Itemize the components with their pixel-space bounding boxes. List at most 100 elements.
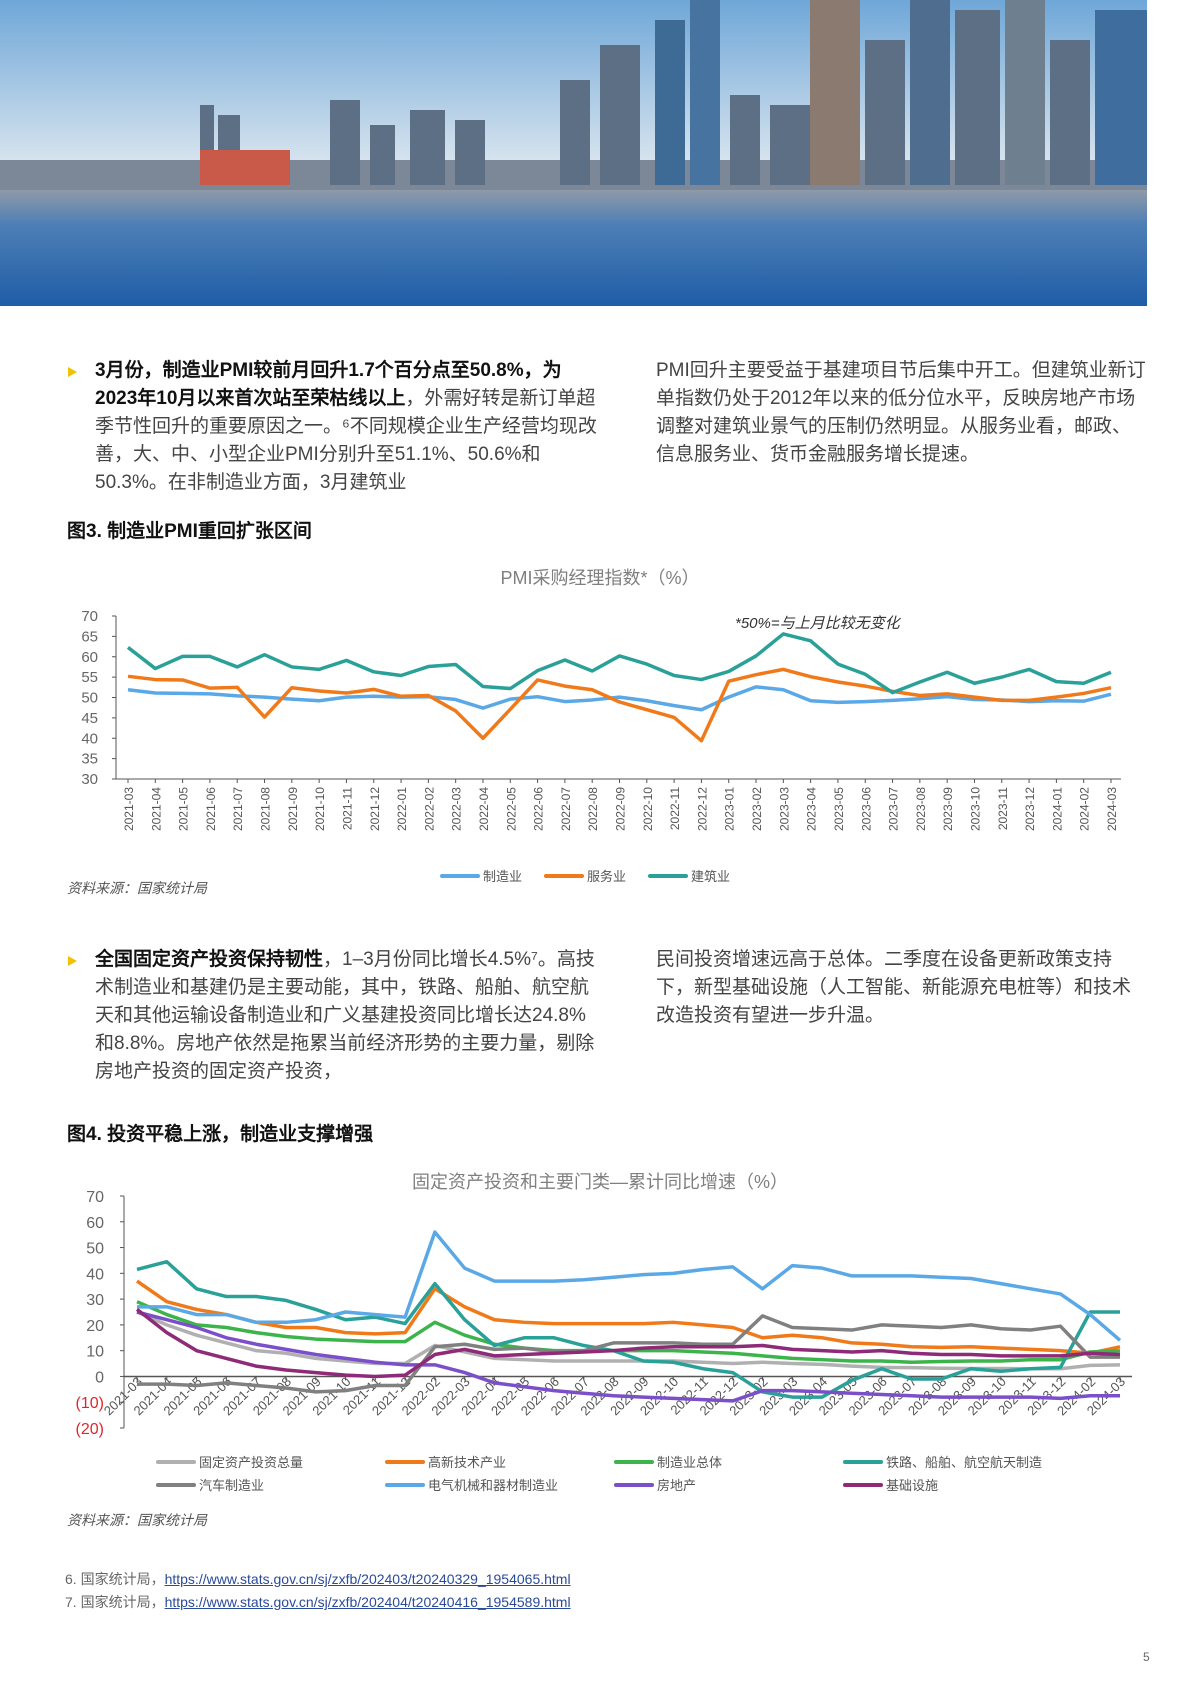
footnote-link[interactable]: https://www.stats.gov.cn/sj/zxfb/202404/… bbox=[164, 1594, 571, 1610]
legend-label: 建筑业 bbox=[691, 869, 731, 884]
x-tick-label: 2022-11 bbox=[668, 787, 682, 830]
footnote-link[interactable]: https://www.stats.gov.cn/sj/zxfb/202403/… bbox=[164, 1571, 571, 1587]
x-tick-label: 2023-06 bbox=[859, 787, 873, 831]
legend-item: 高新技术产业 bbox=[385, 1452, 614, 1471]
chart1-title: PMI采购经理指数*（%） bbox=[500, 568, 700, 588]
x-tick-label: 2021-12 bbox=[368, 787, 382, 831]
y-tick-label: 20 bbox=[86, 1318, 104, 1335]
series-line-电气机械和器材制造业 bbox=[137, 1230, 1122, 1342]
legend-label: 铁路、船舶、航空航天制造 bbox=[886, 1455, 1043, 1470]
x-tick-label: 2022-01 bbox=[395, 787, 409, 831]
series-line-基础设施 bbox=[135, 1308, 1121, 1379]
legend-label: 服务业 bbox=[587, 869, 627, 884]
x-tick-label: 2023-01 bbox=[723, 787, 737, 831]
legend-item: 房地产 bbox=[614, 1475, 843, 1494]
y-tick-label: 60 bbox=[81, 649, 98, 666]
legend-swatch bbox=[385, 1459, 425, 1464]
y-tick-label: 10 bbox=[86, 1344, 104, 1361]
series-line-固定资产投资总量 bbox=[136, 1310, 1121, 1371]
legend-swatch bbox=[648, 873, 689, 878]
section1-right-paragraph: PMI回升主要受益于基建项目节后集中开工。但建筑业新订单指数仍处于2012年以来… bbox=[656, 360, 1146, 465]
legend-swatch bbox=[440, 873, 480, 878]
x-tick-label: 2021-11 bbox=[340, 787, 354, 830]
y-tick-label: 70 bbox=[86, 1189, 104, 1206]
x-tick-label: 2023-09 bbox=[941, 787, 955, 831]
series-line-铁路、船舶、航空航天制造 bbox=[136, 1259, 1120, 1399]
x-tick-label: 2022-03 bbox=[450, 787, 464, 831]
y-tick-label: 30 bbox=[86, 1292, 104, 1309]
legend-label: 房地产 bbox=[657, 1478, 697, 1493]
bullet-marker bbox=[68, 956, 77, 966]
x-tick-label: 2022-10 bbox=[641, 787, 655, 831]
figure3-title: 图3. 制造业PMI重回扩张区间 bbox=[67, 521, 312, 542]
section1-left-text: ，外需好转是新订单超季节性回升的重要原因之一。⁶不同规模企业生产经营均现改善，大… bbox=[95, 388, 597, 493]
legend-item: 制造业总体 bbox=[614, 1452, 843, 1471]
figure4-source: 资料来源：国家统计局 bbox=[67, 1512, 207, 1528]
y-tick-label: (10) bbox=[76, 1395, 104, 1412]
legend-swatch bbox=[843, 1482, 883, 1487]
y-tick-label: (20) bbox=[76, 1421, 104, 1438]
x-tick-label: 2022-09 bbox=[614, 787, 628, 831]
legend-item: 制造业 bbox=[440, 866, 522, 885]
x-tick-label: 2022-07 bbox=[559, 787, 573, 831]
series-line-高新技术产业 bbox=[136, 1279, 1121, 1355]
y-tick-label: 65 bbox=[81, 628, 98, 645]
x-tick-label: 2023-08 bbox=[914, 787, 928, 831]
x-tick-label: 2021-09 bbox=[286, 787, 300, 831]
x-tick-label: 2022-08 bbox=[586, 787, 600, 831]
figure3-source: 资料来源：国家统计局 bbox=[67, 880, 207, 896]
legend-swatch bbox=[614, 1482, 654, 1487]
x-tick-label: 2024-03 bbox=[1105, 787, 1119, 831]
legend-label: 汽车制造业 bbox=[199, 1478, 265, 1493]
x-tick-label: 2023-03 bbox=[777, 787, 791, 831]
figure4-title: 图4. 投资平稳上涨，制造业支撑增强 bbox=[67, 1124, 374, 1145]
x-tick-label: 2023-04 bbox=[805, 787, 819, 831]
y-tick-label: 50 bbox=[81, 690, 98, 707]
x-tick-label: 2022-12 bbox=[695, 787, 709, 831]
legend-item: 建筑业 bbox=[648, 866, 730, 885]
chart2-title: 固定资产投资和主要门类—累计同比增速（%） bbox=[411, 1172, 788, 1192]
footnote-number: 7. bbox=[65, 1594, 77, 1610]
investment-line-chart: (20)(10)0102030405060702021-032021-04202… bbox=[76, 1189, 1132, 1438]
series-line-建筑业 bbox=[126, 632, 1112, 695]
legend-label: 基础设施 bbox=[886, 1478, 939, 1493]
y-tick-label: 45 bbox=[81, 710, 98, 727]
bullet-marker bbox=[68, 367, 77, 377]
legend-item: 铁路、船舶、航空航天制造 bbox=[843, 1452, 1093, 1471]
x-tick-label: 2022-04 bbox=[477, 787, 491, 831]
section2-left-text: ，1–3月份同比增长4.5%⁷。高技术制造业和基建仍是主要动能，其中，铁路、船舶… bbox=[95, 949, 595, 1082]
pmi-line-chart: 30 35 40 45 50 55 60 65 70 2021-03 2021-04 2021-05 2… bbox=[81, 608, 1121, 831]
footnote-6: 6. 国家统计局，https://www.stats.gov.cn/sj/zxf… bbox=[65, 1569, 571, 1589]
x-tick-label: 2021-06 bbox=[204, 787, 218, 831]
footnote-7: 7. 国家统计局，https://www.stats.gov.cn/sj/zxf… bbox=[65, 1592, 571, 1612]
y-tick-label: 40 bbox=[86, 1266, 104, 1283]
x-tick-label: 2023-02 bbox=[750, 787, 764, 831]
section2-bold-lead: 全国固定资产投资保持韧性 bbox=[95, 949, 324, 970]
x-tick-label: 2023-11 bbox=[996, 787, 1010, 830]
legend-swatch bbox=[544, 873, 585, 878]
section2-right-paragraph: 民间投资增速远高于总体。二季度在设备更新政策支持下，新型基础设施（人工智能、新能… bbox=[656, 949, 1132, 1026]
x-tick-label: 2023-07 bbox=[887, 787, 901, 831]
chart1-annotation: *50%=与上月比较无变化 bbox=[735, 615, 900, 632]
legend-item: 服务业 bbox=[544, 866, 626, 885]
footnote-label: 国家统计局， bbox=[80, 1571, 165, 1587]
footnote-label: 国家统计局， bbox=[80, 1594, 165, 1610]
legend-swatch bbox=[843, 1459, 883, 1464]
section1-bold-lead: 3月份，制造业PMI较前月回升1.7个百分点至50.8%，为2023年10月以来… bbox=[95, 360, 562, 409]
legend-item: 汽车制造业 bbox=[156, 1475, 385, 1494]
x-tick-label: 2023-05 bbox=[832, 787, 846, 831]
x-tick-label: 2022-02 bbox=[422, 787, 436, 831]
x-tick-label: 2021-04 bbox=[149, 787, 163, 831]
y-tick-label: 0 bbox=[95, 1369, 104, 1386]
legend-label: 固定资产投资总量 bbox=[199, 1455, 304, 1470]
footnote-number: 6. bbox=[65, 1571, 77, 1587]
legend-label: 高新技术产业 bbox=[428, 1455, 507, 1470]
series-line-汽车制造业 bbox=[137, 1314, 1120, 1394]
legend-swatch bbox=[385, 1482, 425, 1487]
section1-left-paragraph: 3月份，制造业PMI较前月回升1.7个百分点至50.8%，为2023年10月以来… bbox=[95, 357, 600, 497]
legend-item: 固定资产投资总量 bbox=[156, 1452, 385, 1471]
series-line-房地产 bbox=[136, 1310, 1120, 1403]
legend-item: 基础设施 bbox=[843, 1475, 1093, 1494]
x-tick-label: 2024-01 bbox=[1050, 787, 1064, 831]
chart1-legend: 制造业 服务业 建筑业 bbox=[440, 866, 730, 885]
